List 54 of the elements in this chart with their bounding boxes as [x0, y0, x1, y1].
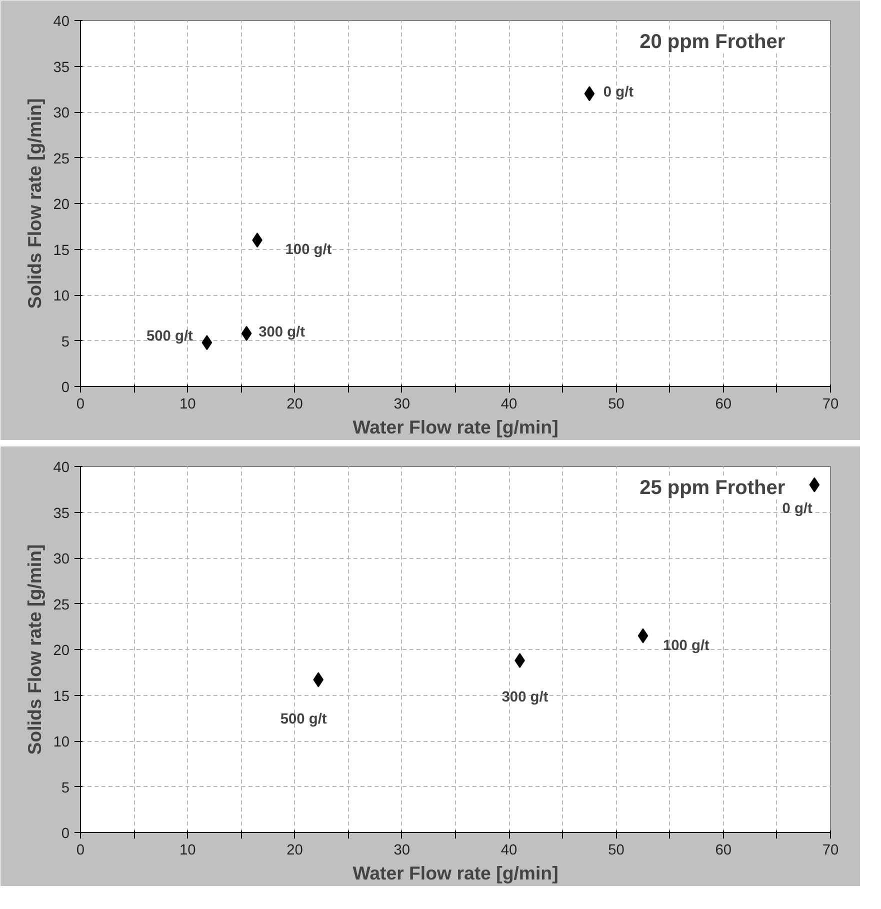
- y-tick-label: 10: [53, 288, 70, 304]
- x-tick-label: 30: [394, 842, 410, 858]
- y-tick-label: 5: [61, 780, 70, 796]
- annotation: 100 g/t: [663, 638, 710, 654]
- y-tick-label: 15: [53, 688, 70, 705]
- x-tick-label: 40: [500, 396, 518, 412]
- point: [202, 335, 212, 350]
- annotation: 500 g/t: [146, 328, 194, 345]
- y-axis-title: Solids Flow rate [g/min]: [24, 544, 46, 755]
- x-tick-label: 70: [822, 396, 839, 412]
- x-axis-title: Water Flow rate [g/min]: [352, 416, 558, 438]
- x-tick-label: 70: [822, 842, 839, 858]
- point: [584, 86, 595, 102]
- point: [809, 477, 820, 492]
- annotation: 100 g/t: [285, 242, 332, 258]
- y-tick-label: 0: [61, 380, 70, 396]
- y-tick-label: 5: [61, 334, 70, 350]
- x-tick-label: 50: [608, 842, 624, 858]
- annotation: 0 g/t: [603, 84, 634, 101]
- x-tick-label: 20: [286, 396, 303, 412]
- text: 20 ppm Frother: [640, 31, 786, 54]
- annotation: 500 g/t: [280, 712, 327, 728]
- y-tick-label: 35: [53, 506, 70, 522]
- x-tick-label: 40: [500, 842, 518, 858]
- x-tick-label: 0: [76, 842, 85, 858]
- text: 25 ppm Frother: [640, 477, 786, 500]
- annotation: 0 g/t: [782, 500, 813, 517]
- y-tick-label: 30: [53, 552, 70, 568]
- y-tick-label: 25: [53, 151, 70, 168]
- x-tick-label: 10: [179, 842, 196, 858]
- x-tick-label: 20: [286, 842, 303, 858]
- y-tick-label: 40: [53, 460, 70, 476]
- y-tick-label: 25: [53, 597, 70, 614]
- point: [313, 672, 324, 688]
- x-tick-label: 60: [715, 842, 732, 858]
- y-axis-title: Solids Flow rate [g/min]: [24, 98, 46, 309]
- x-axis-title: Water Flow rate [g/min]: [352, 862, 558, 884]
- x-tick-label: 30: [394, 396, 410, 412]
- y-tick-label: 10: [53, 734, 70, 750]
- y-tick-label: 20: [53, 643, 70, 659]
- x-tick-label: 50: [608, 396, 624, 412]
- x-tick-label: 0: [76, 396, 85, 412]
- point: [241, 326, 252, 341]
- y-tick-label: 40: [53, 14, 70, 30]
- y-tick-label: 35: [53, 60, 70, 76]
- point: [638, 628, 648, 644]
- x-tick-label: 10: [179, 396, 196, 412]
- annotation: 300 g/t: [502, 689, 548, 706]
- x-tick-label: 60: [715, 396, 732, 412]
- y-tick-label: 15: [53, 242, 70, 259]
- y-tick-label: 0: [61, 826, 70, 842]
- annotation: 300 g/t: [258, 324, 306, 340]
- y-tick-label: 20: [53, 197, 70, 213]
- y-tick-label: 30: [53, 106, 70, 122]
